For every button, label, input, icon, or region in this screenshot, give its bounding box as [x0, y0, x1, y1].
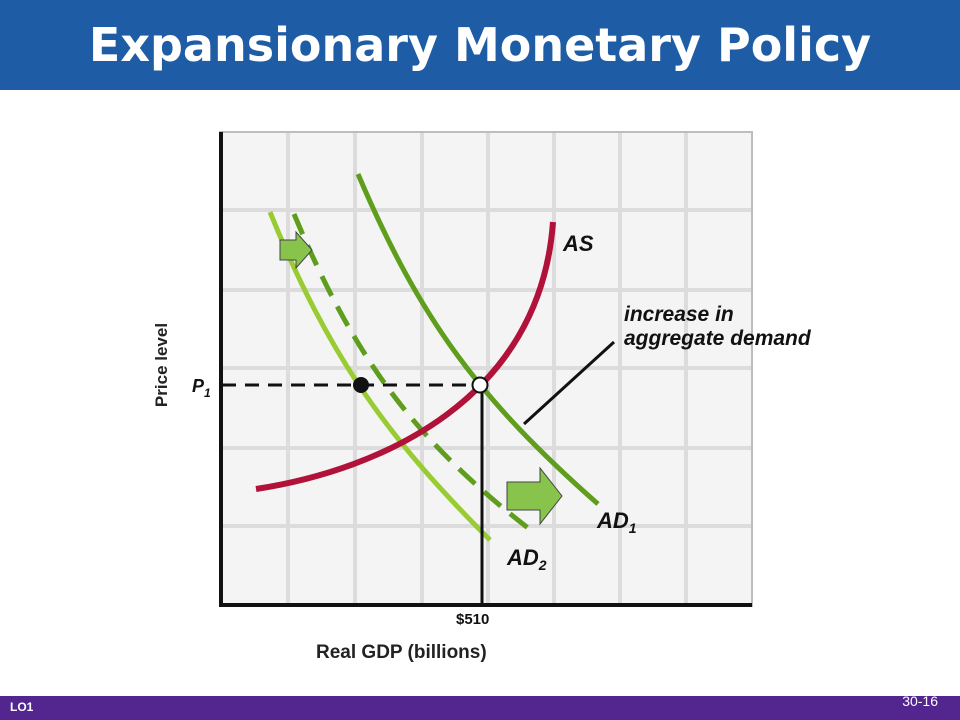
as-label: AS [562, 231, 594, 256]
ad2-label: AD2 [506, 545, 547, 573]
slide-title: Expansionary Monetary Policy [88, 18, 872, 72]
initial-point [353, 377, 369, 393]
annotation-pointer [522, 340, 616, 426]
slide-number: 30-16 [902, 693, 938, 709]
equilibrium-point [471, 376, 489, 394]
as-curve [255, 221, 556, 492]
price-p1-label: P1 [192, 376, 211, 400]
annotation-line-2: aggregate demand [624, 327, 812, 350]
annotation-line-1: increase in [624, 303, 734, 326]
ad1-curve [355, 173, 600, 506]
ad1-label: AD1 [596, 508, 637, 536]
ad2-curve [267, 211, 492, 542]
shift-arrow-large [506, 466, 563, 526]
ad-shift-dashed-curve [291, 213, 530, 530]
shift-arrow-small [279, 230, 313, 270]
gdp-value-label: $510 [456, 611, 489, 628]
grid [220, 132, 752, 606]
learning-objective-label: LO1 [10, 700, 34, 714]
title-bar [0, 0, 960, 90]
footer-bar [0, 696, 960, 720]
x-axis-label: Real GDP (billions) [316, 642, 487, 663]
